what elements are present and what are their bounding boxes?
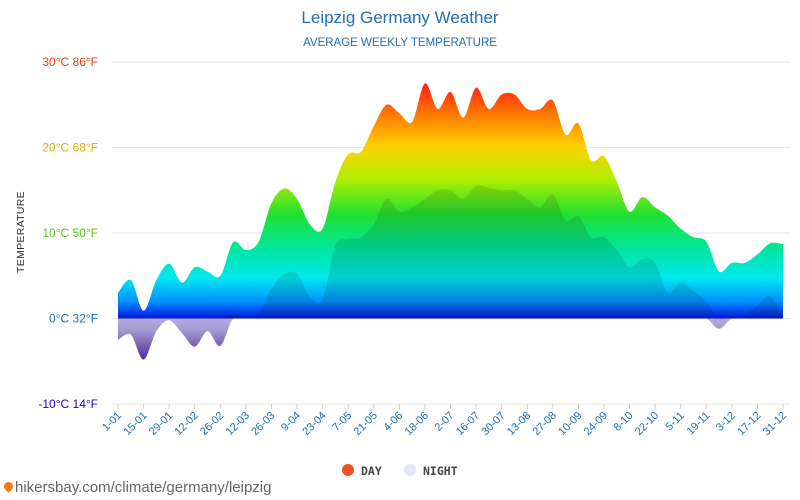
legend[interactable]: DAY NIGHT [342, 464, 458, 478]
y-tick-label: 10°C 50°F [42, 226, 98, 240]
x-tick-label: 29-01 [147, 410, 175, 438]
source-link[interactable]: hikersbay.com/climate/germany/leipzig [2, 479, 272, 496]
x-tick-label: 10-09 [556, 410, 584, 438]
night-area-below-zero [118, 316, 783, 360]
y-tick-label: 30°C 86°F [42, 55, 98, 69]
x-tick-label: 13-08 [505, 410, 533, 438]
y-axis-ticks: 30°C 86°F 20°C 68°F 10°C 50°F 0°C 32°F -10°C… [38, 55, 98, 411]
source-text: hikersbay.com/climate/germany/leipzig [15, 479, 272, 496]
plot-areas [118, 83, 783, 360]
x-tick-label: 5-11 [663, 410, 686, 433]
x-tick-label: 21-05 [352, 410, 380, 438]
map-pin-icon [2, 480, 15, 493]
x-tick-label: 30-07 [479, 410, 507, 438]
legend-night-swatch [404, 464, 416, 476]
legend-day-swatch [342, 464, 354, 476]
legend-night-label: NIGHT [423, 464, 458, 478]
x-tick-label: 16-07 [454, 410, 482, 438]
y-tick-label: -10°C 14°F [38, 397, 98, 411]
x-tick-label: 17-12 [735, 410, 763, 438]
x-tick-label: 23-04 [300, 410, 328, 438]
legend-day-label: DAY [361, 464, 382, 478]
x-tick-label: 22-10 [633, 410, 661, 438]
legend-item-night[interactable]: NIGHT [404, 464, 458, 478]
x-tick-label: 26-03 [249, 410, 277, 438]
x-tick-label: 24-09 [582, 410, 610, 438]
day-area [118, 83, 783, 319]
chart-subtitle: AVERAGE WEEKLY TEMPERATURE [303, 37, 497, 49]
x-tick-label: 12-02 [172, 410, 200, 438]
x-tick-label: 31-12 [761, 410, 789, 438]
y-tick-label: 0°C 32°F [49, 312, 98, 326]
night-area-above-zero [118, 185, 783, 320]
x-tick-label: 18-06 [403, 410, 431, 438]
chart-title: Leipzig Germany Weather [301, 8, 499, 27]
x-tick-label: 27-08 [531, 410, 559, 438]
x-tick-label: 15-01 [121, 410, 149, 438]
y-tick-label: 20°C 68°F [42, 141, 98, 155]
x-tick-label: 19-11 [685, 410, 713, 438]
legend-item-day[interactable]: DAY [342, 464, 382, 478]
x-tick-label: 26-02 [198, 410, 226, 438]
x-tick-label: 12-03 [224, 410, 252, 438]
y-axis-title: TEMPERATURE [15, 191, 27, 273]
